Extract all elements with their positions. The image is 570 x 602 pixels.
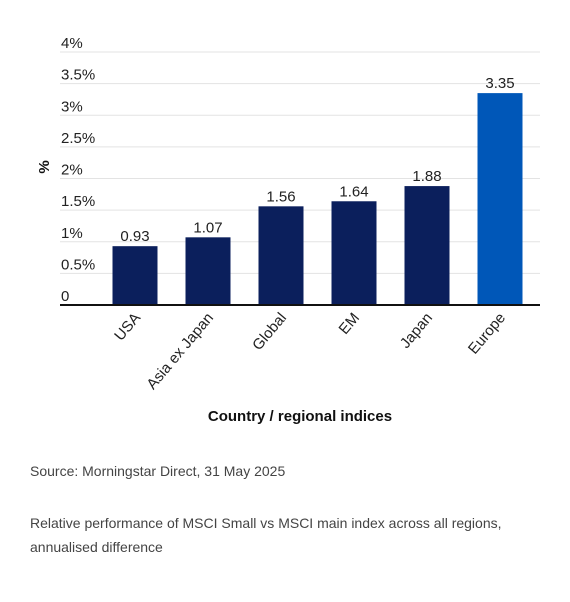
y-tick-label: 0 bbox=[61, 288, 69, 305]
y-tick-label: 4% bbox=[61, 35, 83, 52]
category-label: Global bbox=[249, 310, 290, 354]
y-tick-label: 1% bbox=[61, 225, 83, 242]
bars bbox=[112, 93, 523, 305]
bar-value-label: 1.88 bbox=[412, 168, 441, 185]
y-tick-label: 3.5% bbox=[61, 67, 95, 84]
y-tick-label: 2% bbox=[61, 162, 83, 179]
y-tick-label: 3% bbox=[61, 98, 83, 115]
y-tick-label: 1.5% bbox=[61, 193, 95, 210]
bar bbox=[112, 246, 158, 305]
category-labels: USA Asia ex Japan Global EM Japan Europe bbox=[111, 310, 509, 393]
bar-value-label: 3.35 bbox=[485, 75, 514, 92]
chart-note: Relative performance of MSCI Small vs MS… bbox=[30, 515, 502, 555]
source-text: Source: Morningstar Direct, 31 May 2025 bbox=[30, 463, 286, 479]
category-label: Asia ex Japan bbox=[143, 310, 217, 393]
category-label: Europe bbox=[465, 310, 509, 358]
y-tick-label: 0.5% bbox=[61, 256, 95, 273]
bar bbox=[331, 201, 377, 305]
bar bbox=[477, 93, 523, 305]
bar-chart: 0 0.5% 1% 1.5% 2% 2.5% 3% 3.5% 4% 0.93 1.07 1.56 1.… bbox=[36, 35, 540, 425]
y-tick-labels: 0 0.5% 1% 1.5% 2% 2.5% 3% 3.5% 4% bbox=[61, 35, 95, 305]
bar-value-label: 1.56 bbox=[266, 188, 295, 205]
bar-value-label: 1.64 bbox=[339, 183, 368, 200]
y-axis-label: % bbox=[36, 160, 53, 173]
category-label: USA bbox=[111, 310, 144, 345]
bar-value-labels: 0.93 1.07 1.56 1.64 1.88 3.35 bbox=[120, 75, 514, 245]
category-label: EM bbox=[336, 310, 363, 338]
bar-value-label: 0.93 bbox=[120, 228, 149, 245]
bar bbox=[404, 186, 450, 305]
y-tick-label: 2.5% bbox=[61, 130, 95, 147]
category-label: Japan bbox=[397, 310, 436, 352]
bar-value-label: 1.07 bbox=[193, 219, 222, 236]
x-axis-label: Country / regional indices bbox=[208, 408, 392, 425]
bar bbox=[258, 206, 304, 305]
bar bbox=[185, 237, 231, 305]
